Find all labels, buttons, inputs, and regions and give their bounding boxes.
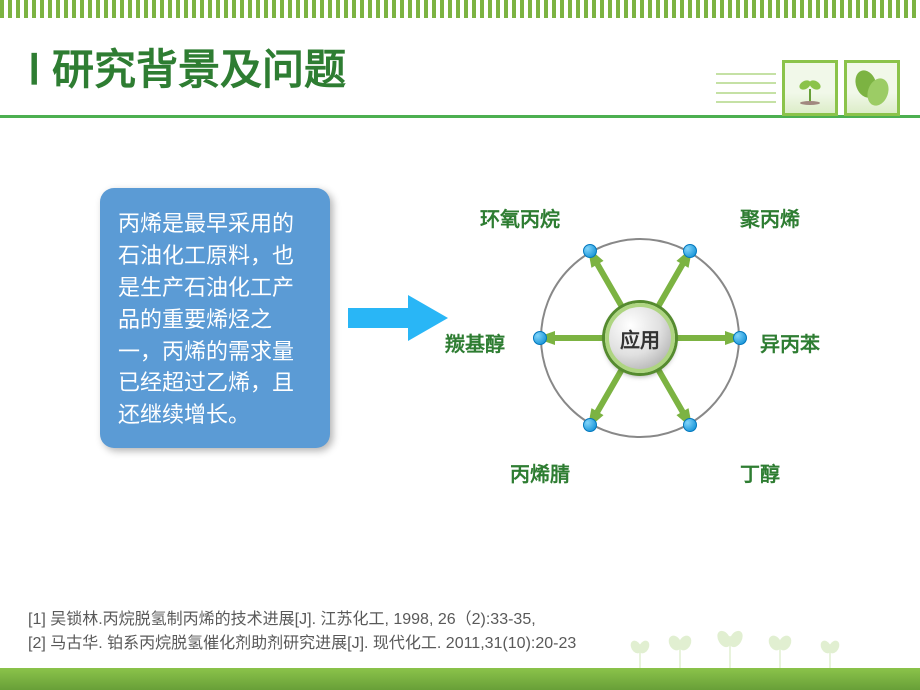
- node-label: 环氧丙烷: [480, 203, 560, 232]
- center-button: 应用: [605, 303, 675, 373]
- arrow-right-icon: [348, 293, 448, 348]
- node-label: 异丙苯: [760, 328, 820, 357]
- orbit-node: [583, 418, 597, 432]
- application-diagram: 应用 环氧丙烷聚丙烯异丙苯丁醇丙烯腈羰基醇: [450, 158, 830, 538]
- header: Ⅰ 研究背景及问题: [0, 18, 920, 118]
- footer-bar: [0, 668, 920, 690]
- top-stripe: [0, 0, 920, 18]
- footer: [1] 吴锁林.丙烷脱氢制丙烯的技术进展[J]. 江苏化工, 1998, 26（…: [0, 600, 920, 690]
- deco-lines: [716, 63, 776, 113]
- node-label: 聚丙烯: [740, 203, 800, 232]
- orbit-node: [533, 331, 547, 345]
- slide-title: Ⅰ 研究背景及问题: [28, 36, 346, 97]
- header-decoration: [716, 60, 900, 116]
- intro-textbox: 丙烯是最早采用的石油化工原料，也是生产石油化工产品的重要烯烃之一，丙烯的需求量已…: [100, 188, 330, 448]
- deco-image-sprout: [782, 60, 838, 116]
- orbit-node: [683, 418, 697, 432]
- content-area: 丙烯是最早采用的石油化工原料，也是生产石油化工产品的重要烯烃之一，丙烯的需求量已…: [0, 118, 920, 598]
- node-label: 丙烯腈: [510, 458, 570, 487]
- orbit-node: [733, 331, 747, 345]
- deco-image-leaves: [844, 60, 900, 116]
- center-label: 应用: [620, 324, 660, 353]
- node-label: 丁醇: [740, 458, 780, 487]
- node-label: 羰基醇: [445, 328, 505, 357]
- intro-text: 丙烯是最早采用的石油化工原料，也是生产石油化工产品的重要烯烃之一，丙烯的需求量已…: [118, 211, 294, 427]
